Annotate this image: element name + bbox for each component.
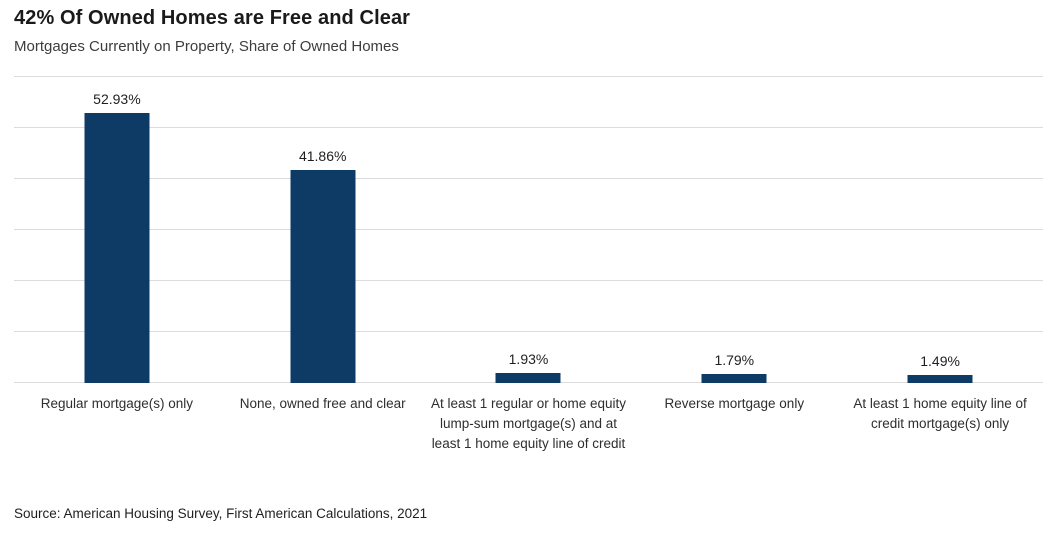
bar-columns: 52.93% 41.86% 1.93% 1.79% 1.49% <box>14 77 1043 383</box>
category-axis: Regular mortgage(s) only None, owned free… <box>14 394 1043 454</box>
bar <box>290 169 356 383</box>
bar <box>84 113 150 383</box>
bar-column: 1.93% <box>426 77 632 383</box>
bar-column: 41.86% <box>220 77 426 383</box>
bar-value-label: 1.49% <box>920 353 960 370</box>
bar <box>907 375 973 383</box>
gridline-50pct <box>14 127 1043 128</box>
bar-value-label: 1.79% <box>714 351 755 368</box>
bar <box>701 373 767 383</box>
bar-column: 1.79% <box>631 77 837 383</box>
bar-column: 52.93% <box>14 77 220 383</box>
category-label: None, owned free and clear <box>239 396 406 411</box>
bar-value-label: 52.93% <box>93 91 141 108</box>
bar-value-label: 41.86% <box>298 147 347 164</box>
chart-subtitle: Mortgages Currently on Property, Share o… <box>14 38 399 55</box>
bar-chart-plot-area: 52.93% 41.86% 1.93% 1.79% 1.49% <box>14 76 1043 383</box>
chart-title: 42% Of Owned Homes are Free and Clear <box>14 7 411 29</box>
bar-column: 1.49% <box>837 77 1043 383</box>
category-label: Regular mortgage(s) only <box>40 396 194 411</box>
category-label: At least 1 home equity line of credit mo… <box>853 396 1027 431</box>
gridline-40pct <box>14 178 1043 179</box>
gridline-60pct <box>14 76 1043 77</box>
gridline-20pct <box>14 280 1043 281</box>
source-note: Source: American Housing Survey, First A… <box>14 506 428 521</box>
bar-value-label: 1.93% <box>508 351 549 368</box>
category-label: At least 1 regular or home equity lump-s… <box>430 396 627 451</box>
gridline-30pct <box>14 229 1043 230</box>
gridline-10pct <box>14 331 1043 332</box>
bar <box>495 373 561 383</box>
category-label: Reverse mortgage only <box>664 396 805 411</box>
